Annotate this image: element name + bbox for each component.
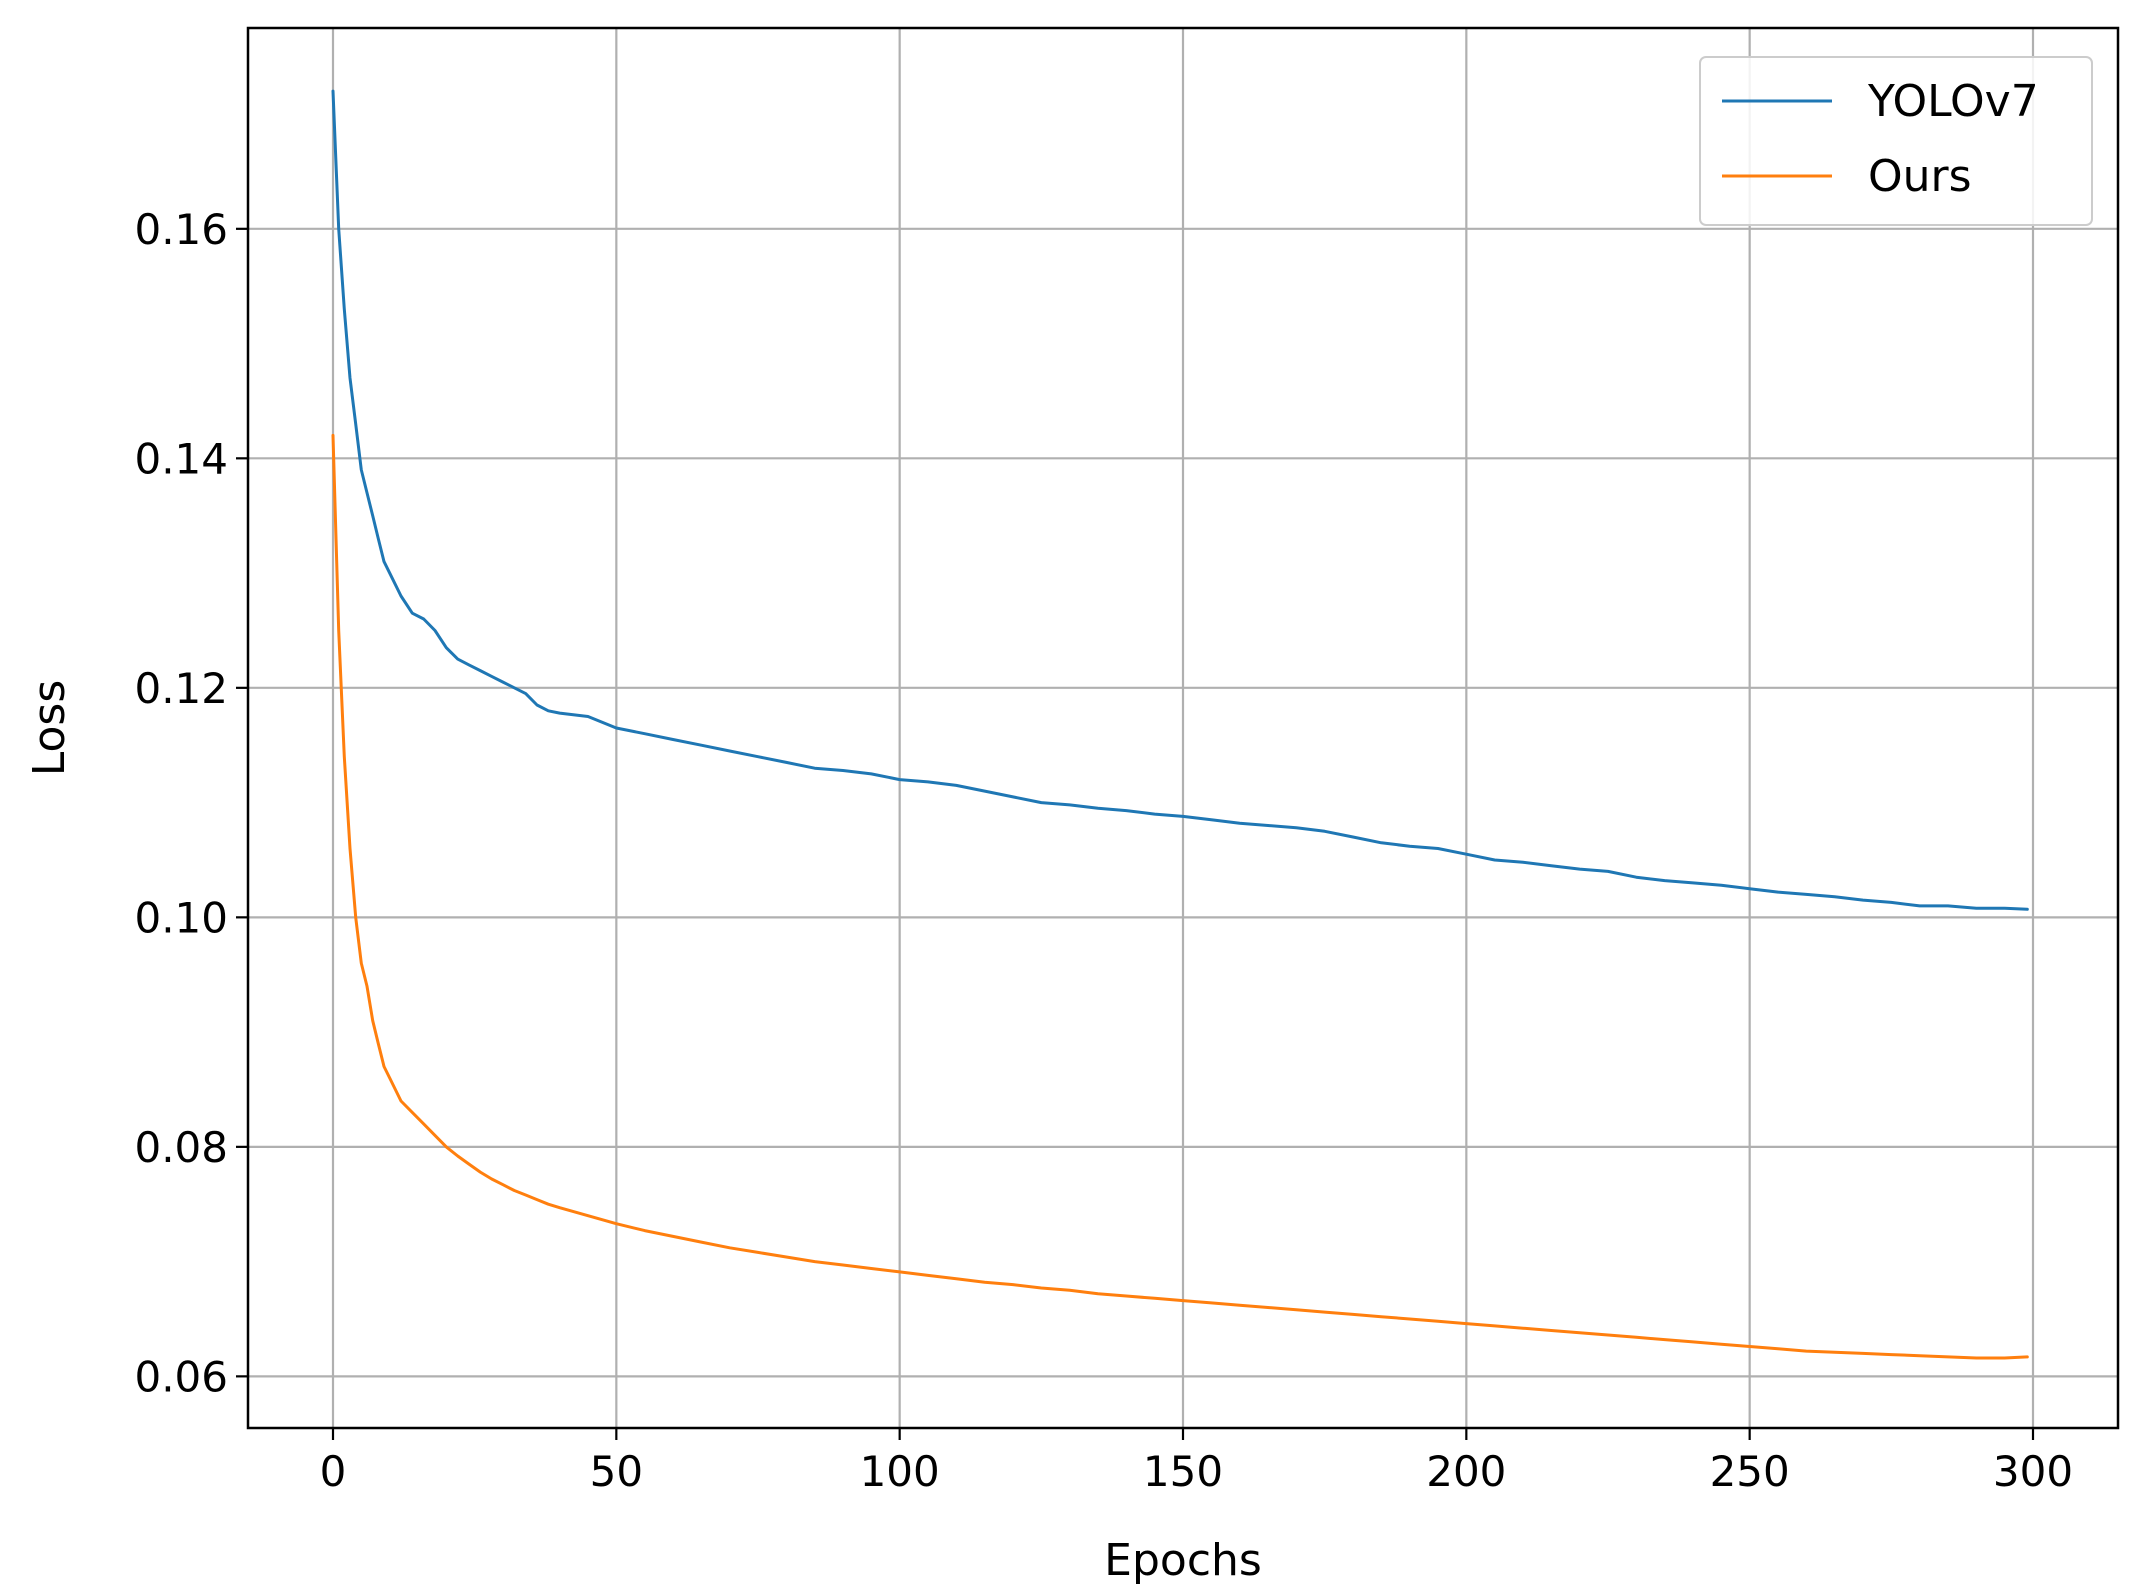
grid-lines [248, 28, 2118, 1428]
series-line-yolov7 [331, 89, 2029, 911]
series-lines [331, 89, 2029, 1360]
x-tick-label: 300 [1993, 1447, 2073, 1496]
x-tick-label: 150 [1143, 1447, 1223, 1496]
x-axis-ticks: 0 50 100 150 200 250 300 [320, 1428, 2073, 1496]
legend-box [1699, 56, 2093, 226]
x-tick-label: 0 [320, 1447, 347, 1496]
y-tick-label: 0.16 [134, 205, 228, 254]
y-tick-label: 0.14 [134, 434, 228, 483]
x-tick-label: 50 [590, 1447, 643, 1496]
y-axis-ticks: 0.06 0.08 0.10 0.12 0.14 0.16 [134, 205, 248, 1401]
x-tick-label: 250 [1710, 1447, 1790, 1496]
legend-label-ours: Ours [1868, 151, 1972, 202]
x-tick-label: 100 [860, 1447, 940, 1496]
y-tick-label: 0.06 [134, 1352, 228, 1401]
y-tick-label: 0.08 [134, 1123, 228, 1172]
legend-label-yolov7: YOLOv7 [1867, 76, 2039, 127]
x-axis-label: Epochs [1104, 1535, 1262, 1586]
series-line-ours [331, 433, 2029, 1360]
x-tick-label: 200 [1426, 1447, 1506, 1496]
y-axis-label: Loss [24, 680, 75, 777]
y-tick-label: 0.10 [134, 893, 228, 942]
y-tick-label: 0.12 [134, 664, 228, 713]
legend: YOLOv7 Ours [1699, 56, 2093, 226]
